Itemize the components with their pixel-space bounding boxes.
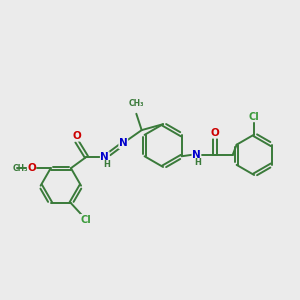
Text: N: N bbox=[192, 150, 201, 160]
Text: O: O bbox=[27, 163, 36, 173]
Text: Cl: Cl bbox=[80, 214, 91, 224]
Text: N: N bbox=[100, 152, 109, 162]
Text: CH₃: CH₃ bbox=[129, 99, 144, 108]
Text: H: H bbox=[194, 158, 201, 167]
Text: O: O bbox=[211, 128, 219, 138]
Text: N: N bbox=[119, 139, 128, 148]
Text: Cl: Cl bbox=[249, 112, 260, 122]
Text: H: H bbox=[103, 160, 110, 169]
Text: O: O bbox=[73, 131, 81, 141]
Text: CH₃: CH₃ bbox=[13, 164, 28, 173]
